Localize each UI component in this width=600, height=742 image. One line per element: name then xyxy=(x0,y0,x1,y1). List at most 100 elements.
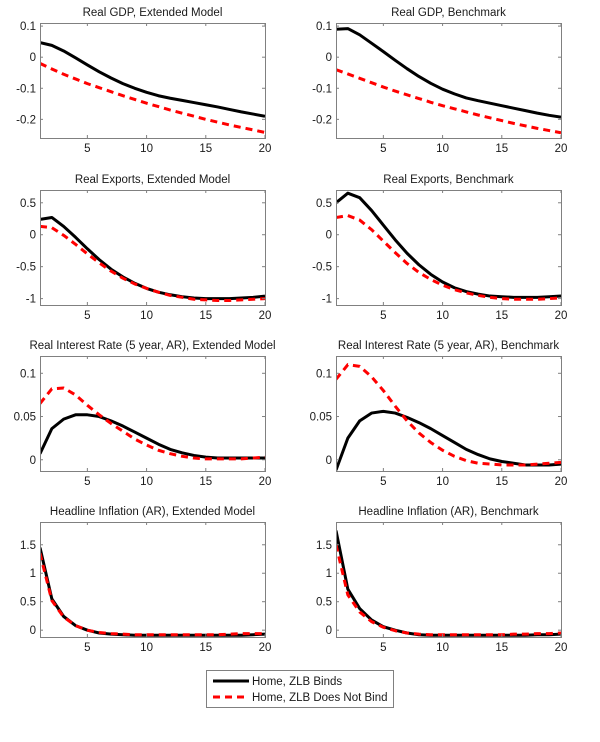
plot-area xyxy=(336,191,561,301)
panel-title: Headline Inflation (AR), Extended Model xyxy=(50,506,255,518)
x-tick-label: 10 xyxy=(436,476,449,488)
series-line-not-binds xyxy=(336,68,561,135)
y-tick-label: 0.5 xyxy=(20,597,36,609)
plot-area xyxy=(40,215,265,303)
y-tick-label: 0 xyxy=(30,230,36,242)
x-tick-label: 20 xyxy=(555,642,568,654)
x-tick-label: 20 xyxy=(259,310,272,322)
x-tick-label: 15 xyxy=(199,310,212,322)
y-tick-label: 0 xyxy=(30,625,36,637)
x-tick-label: 20 xyxy=(555,143,568,155)
y-tick-label: -1 xyxy=(322,294,332,306)
x-tick-label: 15 xyxy=(199,476,212,488)
x-tick-label: 20 xyxy=(259,143,272,155)
panel-title: Real Exports, Benchmark xyxy=(383,174,514,186)
legend: Home, ZLB Binds Home, ZLB Does Not Bind xyxy=(206,670,394,708)
panel-title: Real Interest Rate (5 year, AR), Extende… xyxy=(29,340,275,352)
plot-area xyxy=(40,386,265,461)
y-tick-label: 1.5 xyxy=(316,540,332,552)
legend-box xyxy=(206,670,394,708)
y-tick-label: -0.2 xyxy=(312,114,332,126)
y-tick-label: 0 xyxy=(30,455,36,467)
y-tick-label: 0.5 xyxy=(316,198,332,210)
x-tick-label: 15 xyxy=(495,143,508,155)
panel-title: Real Exports, Extended Model xyxy=(75,174,230,186)
x-tick-label: 15 xyxy=(199,143,212,155)
y-tick-label: -1 xyxy=(26,294,36,306)
x-tick-label: 5 xyxy=(84,476,90,488)
series-line-binds xyxy=(40,215,265,301)
panel-6: Real Interest Rate (5 year, AR), Benchma… xyxy=(310,340,568,488)
y-tick-label: 0 xyxy=(30,52,36,64)
series-line-not-binds xyxy=(336,544,561,637)
y-tick-label: -0.5 xyxy=(16,262,36,274)
x-tick-label: 5 xyxy=(380,143,386,155)
x-tick-label: 5 xyxy=(84,310,90,322)
y-tick-label: 0.5 xyxy=(20,198,36,210)
x-tick-label: 20 xyxy=(259,642,272,654)
y-tick-label: 0.1 xyxy=(20,21,36,33)
series-line-binds xyxy=(40,41,265,118)
x-tick-label: 10 xyxy=(140,143,153,155)
axes-box xyxy=(336,23,562,139)
y-tick-label: 0 xyxy=(326,52,332,64)
series-line-binds xyxy=(336,27,561,119)
x-tick-label: 10 xyxy=(436,642,449,654)
x-tick-label: 5 xyxy=(380,476,386,488)
panel-4: Real Exports, Benchmark 5 10 15 20 -1 -0.5 0 0.5 xyxy=(312,174,567,322)
series-line-not-binds xyxy=(336,363,561,467)
x-tick-label: 15 xyxy=(495,642,508,654)
panel-1: Real GDP, Extended Model 5 10 15 20 -0.2 -0.1 0… xyxy=(16,7,271,155)
y-tick-label: -0.1 xyxy=(16,83,36,95)
y-tick-label: 0.05 xyxy=(14,412,36,424)
x-tick-label: 15 xyxy=(495,476,508,488)
y-tick-label: 1.5 xyxy=(20,540,36,552)
x-tick-label: 5 xyxy=(380,310,386,322)
y-tick-label: 0.1 xyxy=(20,368,36,380)
axes-box xyxy=(40,356,266,472)
series-line-not-binds xyxy=(40,552,265,637)
axes-box xyxy=(336,522,562,638)
x-tick-label: 10 xyxy=(140,476,153,488)
panel-2: Real GDP, Benchmark 5 10 15 20 -0.2 -0.1 0 0.1 xyxy=(312,7,567,155)
x-tick-label: 10 xyxy=(436,310,449,322)
x-tick-label: 10 xyxy=(140,642,153,654)
legend-label-not-binds: Home, ZLB Does Not Bind xyxy=(252,692,388,704)
series-line-binds xyxy=(336,409,561,471)
panel-title: Real Interest Rate (5 year, AR), Benchma… xyxy=(338,340,559,352)
y-tick-label: 0 xyxy=(326,455,332,467)
series-line-not-binds xyxy=(336,214,561,301)
series-line-binds xyxy=(336,191,561,299)
y-tick-label: 1 xyxy=(30,568,36,580)
y-tick-label: 0 xyxy=(326,230,332,242)
plot-area xyxy=(336,530,561,637)
x-tick-label: 5 xyxy=(380,642,386,654)
y-tick-label: 0.1 xyxy=(316,21,332,33)
plot-area xyxy=(336,27,561,135)
series-line-binds xyxy=(40,413,265,460)
series-line-binds xyxy=(40,547,265,637)
panel-3: Real Exports, Extended Model 5 10 15 20 -1 -0.… xyxy=(16,174,271,322)
axes-box xyxy=(40,190,266,306)
x-tick-label: 10 xyxy=(436,143,449,155)
y-tick-label: 0.1 xyxy=(316,368,332,380)
y-tick-label: 0 xyxy=(326,625,332,637)
x-tick-label: 20 xyxy=(555,476,568,488)
series-line-not-binds xyxy=(40,62,265,134)
legend-label-binds: Home, ZLB Binds xyxy=(252,676,342,688)
panel-title: Real GDP, Benchmark xyxy=(391,7,506,19)
panel-7: Headline Inflation (AR), Extended Model 5… xyxy=(20,506,271,654)
x-tick-label: 20 xyxy=(555,310,568,322)
axes-box xyxy=(336,356,562,472)
plot-area xyxy=(40,41,265,134)
panel-5: Real Interest Rate (5 year, AR), Extende… xyxy=(14,340,276,488)
axes-box xyxy=(40,23,266,139)
y-tick-label: -0.1 xyxy=(312,83,332,95)
y-tick-label: -0.5 xyxy=(312,262,332,274)
x-tick-label: 20 xyxy=(259,476,272,488)
series-line-not-binds xyxy=(40,224,265,303)
y-tick-label: -0.2 xyxy=(16,114,36,126)
